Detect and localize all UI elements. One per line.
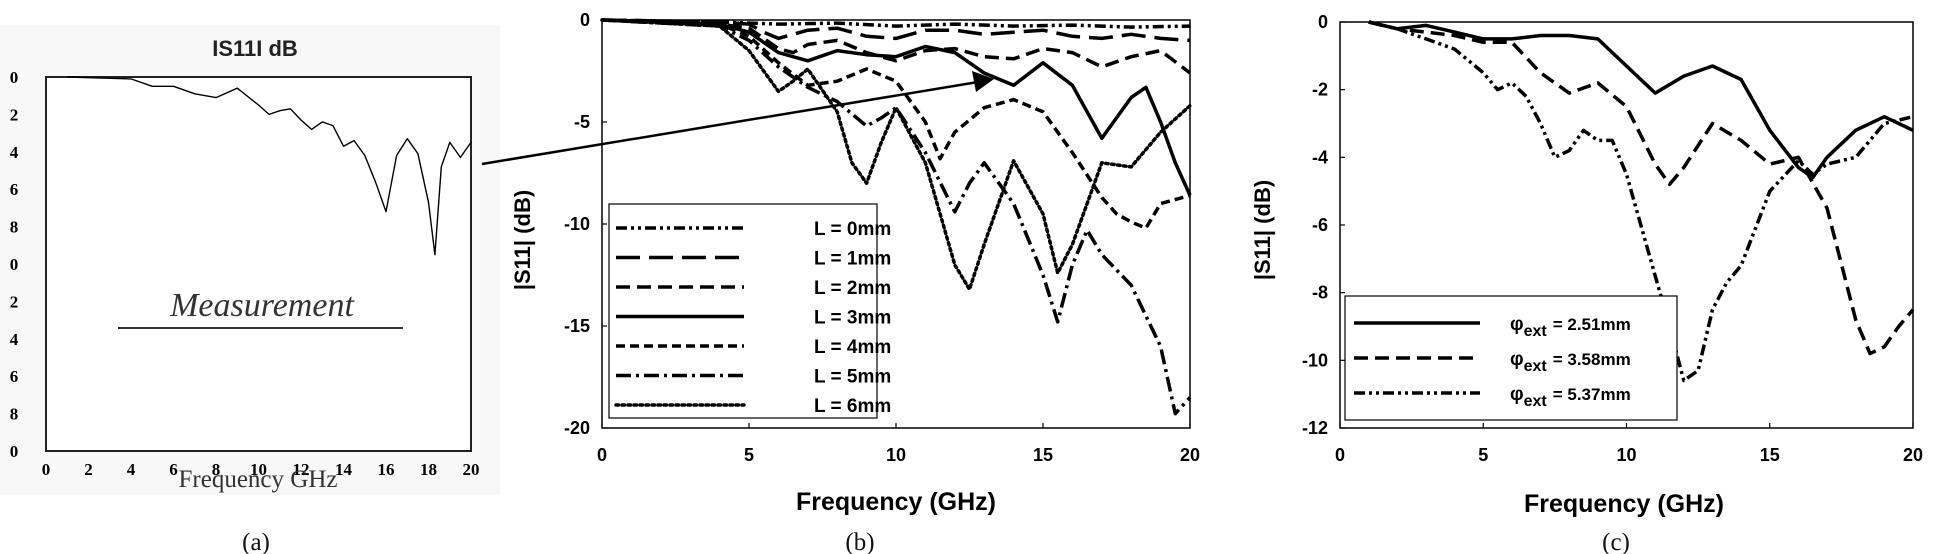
panel-a-y-tick-label: 8 xyxy=(10,405,19,424)
panel-a-x-axis-label: Frequency GHz xyxy=(179,466,338,493)
panel-c-series xyxy=(1368,20,1915,383)
panel-b-x-tick-label: 20 xyxy=(1180,445,1200,465)
panel-a-plot-frame xyxy=(45,76,472,452)
panel-c-y-tick-label: -4 xyxy=(1312,147,1328,167)
panel-c-series-line xyxy=(1368,20,1915,356)
panel-b-legend-label: L = 0mm xyxy=(814,219,891,240)
panel-a-y-tick-label: 4 xyxy=(10,330,19,349)
arrow-head xyxy=(972,71,994,92)
cross-panel-arrow xyxy=(481,71,994,166)
panel-a-x-tick-label: 8 xyxy=(212,460,221,479)
panel-a-x-tick-label: 10 xyxy=(250,460,267,479)
panel-c-y-tick-label: -12 xyxy=(1302,418,1328,438)
panel-a-x-tick-label: 20 xyxy=(463,460,480,479)
panel-c-x-tick-label: 10 xyxy=(1616,445,1636,465)
panel-b-legend-label: L = 3mm xyxy=(814,308,891,329)
panel-a-y-tick-label: 2 xyxy=(10,292,19,311)
panel-b-y-tick-labels: 0 -5 -10 -15 -20 xyxy=(564,10,607,438)
panel-b-x-tick-label: 5 xyxy=(744,445,754,465)
panel-c-x-axis-label: Frequency (GHz) xyxy=(1524,490,1724,518)
panel-a-y-tick-label: 6 xyxy=(10,367,19,386)
panel-c-x-tick-label: 20 xyxy=(1903,445,1923,465)
panel-b-x-tick-label: 0 xyxy=(597,445,607,465)
panel-a-measurement-label: Measurement xyxy=(169,287,355,324)
panel-c-caption: (c) xyxy=(1602,529,1630,554)
panel-a-series xyxy=(67,76,472,256)
panel-b-x-axis-label: Frequency (GHz) xyxy=(796,488,996,516)
panel-a-y-tick-label: 4 xyxy=(10,143,19,162)
panel-a-x-tick-label: 2 xyxy=(84,460,93,479)
panel-c-x-tick-label: 5 xyxy=(1478,445,1488,465)
panel-b-series-line xyxy=(601,18,1191,230)
panel-c-y-tick-labels: 0 -2 -4 -6 -8 -10 -12 xyxy=(1302,12,1345,438)
panel-c-legend-entries: φext = 2.51mm φext = 3.58mm φext = 5.37mm xyxy=(1354,314,1631,410)
panel-a-y-tick-label: 0 xyxy=(10,68,19,87)
panel-a-x-tick-label: 18 xyxy=(420,460,437,479)
panel-b-y-tick-label: -15 xyxy=(564,316,590,336)
panel-b-caption: (b) xyxy=(845,529,874,554)
panel-c-y-axis-label: |S11| (dB) xyxy=(1250,180,1275,280)
panel-c-legend-label: φext = 5.37mm xyxy=(1510,384,1631,410)
panel-b-series-line xyxy=(601,18,1192,75)
panel-b-y-tick-label: -20 xyxy=(564,418,590,438)
panel-b-y-axis-label: |S11| (dB) xyxy=(510,190,535,290)
panel-c-y-tick-label: 0 xyxy=(1318,12,1328,32)
panel-a-title: IS11I dB xyxy=(212,36,298,61)
panel-a-y-tick-label: 6 xyxy=(10,180,19,199)
panel-b-legend-label: L = 2mm xyxy=(814,278,891,299)
panel-c-y-tick-label: -10 xyxy=(1302,350,1328,370)
panel-c-legend-label: φext = 2.51mm xyxy=(1510,314,1631,340)
panel-a-y-tick-label: 0 xyxy=(10,255,19,274)
panel-b-y-tick-label: -5 xyxy=(574,112,590,132)
panel-b-series xyxy=(600,18,1192,416)
panel-c-x-tick-label: 15 xyxy=(1760,445,1780,465)
panel-b-x-tick-label: 10 xyxy=(886,445,906,465)
panel-b-series-line xyxy=(601,18,1191,43)
panel-b-legend-label: L = 6mm xyxy=(814,396,891,417)
panel-b-legend-label: L = 5mm xyxy=(814,367,891,388)
panel-b-y-tick-label: -10 xyxy=(564,214,590,234)
panel-a-y-tick-labels: 0 2 4 6 8 0 2 4 6 8 0 xyxy=(10,68,19,461)
panel-b: 0 -5 -10 -15 -20 0 5 10 15 20 |S11| (dB) Frequen… xyxy=(510,10,1200,554)
panel-a: IS11I dB 0 2 4 6 8 0 2 4 6 8 0 0 2 4 6 8 10 12 14 16 18 20 M… xyxy=(0,25,500,554)
panel-b-x-tick-label: 15 xyxy=(1033,445,1053,465)
panel-a-x-tick-label: 0 xyxy=(42,460,51,479)
panel-b-x-tick-labels: 0 5 10 15 20 xyxy=(597,423,1200,465)
panel-c-series-line xyxy=(1368,20,1914,180)
panel-c-x-tick-labels: 0 5 10 15 20 xyxy=(1335,423,1923,465)
panel-c-y-tick-label: -2 xyxy=(1312,80,1328,100)
panel-c-legend-label: φext = 3.58mm xyxy=(1510,349,1631,375)
panel-c-series-line xyxy=(1368,20,1914,383)
panel-c: 0 -2 -4 -6 -8 -10 -12 0 5 10 15 20 |S11| (dB) Freq… xyxy=(1250,12,1923,554)
panel-a-x-tick-labels: 0 2 4 6 8 10 12 14 16 18 20 xyxy=(42,460,480,479)
panel-a-x-tick-label: 16 xyxy=(378,460,395,479)
panel-b-legend-entries: L = 0mm L = 1mm L = 2mm L = 3mm L = 4mm L = 5… xyxy=(614,219,891,417)
panel-a-y-tick-label: 0 xyxy=(10,442,19,461)
panel-a-x-tick-label: 4 xyxy=(127,460,136,479)
panel-b-legend-label: L = 1mm xyxy=(814,249,891,270)
panel-a-y-tick-label: 2 xyxy=(10,105,19,124)
panel-b-legend-label: L = 4mm xyxy=(814,337,891,358)
panel-a-x-tick-label: 6 xyxy=(169,460,178,479)
panel-a-series-line xyxy=(67,76,472,256)
panel-b-series-line xyxy=(601,18,1192,197)
panel-b-series-line xyxy=(601,18,1192,416)
panel-a-x-tick-label: 14 xyxy=(335,460,353,479)
panel-a-x-tick-label: 12 xyxy=(293,460,310,479)
panel-a-y-tick-label: 8 xyxy=(10,218,19,237)
panel-c-y-tick-label: -6 xyxy=(1312,215,1328,235)
arrow-shaft xyxy=(481,80,979,166)
panel-c-y-tick-label: -8 xyxy=(1312,283,1328,303)
panel-a-caption: (a) xyxy=(242,529,270,554)
panel-b-series-line xyxy=(600,18,1192,292)
panel-b-legend xyxy=(608,203,878,419)
panel-c-x-tick-label: 0 xyxy=(1335,445,1345,465)
panel-b-y-tick-label: 0 xyxy=(580,10,590,30)
